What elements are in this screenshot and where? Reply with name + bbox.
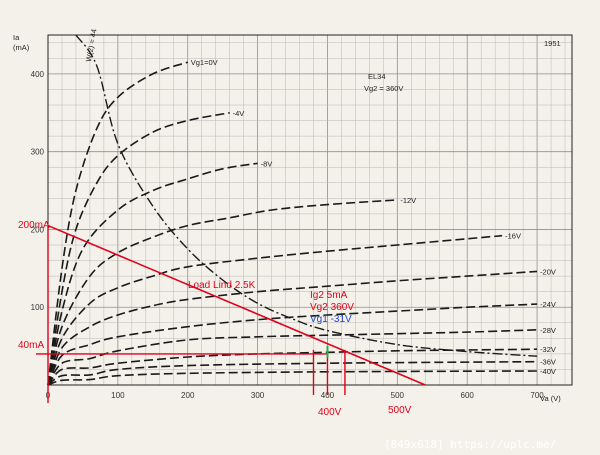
y-tick-label: 200 <box>31 225 45 234</box>
annotation-overlay <box>36 224 426 403</box>
x-tick-label: 700 <box>530 391 544 400</box>
annotation-vg2: Vg2 360V <box>310 302 354 313</box>
plate-curve <box>47 199 398 386</box>
annotation-vg1: Vg1 -31V <box>310 314 352 325</box>
curve-label: -4V <box>233 109 245 118</box>
y-tick-label: 100 <box>31 303 45 312</box>
x-tick-label: 100 <box>111 391 125 400</box>
x-tick-label: 300 <box>251 391 265 400</box>
plate-curve <box>47 348 538 386</box>
axes <box>47 34 573 386</box>
curve-label: -12V <box>400 196 416 205</box>
plate-curve <box>47 329 538 386</box>
annotation-400v: 400V <box>318 407 342 418</box>
curve-label: -36V <box>540 358 556 367</box>
footer-watermark: [849x618] https://uplc.me/ <box>384 438 556 451</box>
plot-border <box>47 34 573 386</box>
plate-curve <box>47 61 188 386</box>
curve-label: Vg1=0V <box>191 58 218 67</box>
plate-curve <box>47 303 538 386</box>
annotation-load-line: Load Lind 2.5K <box>188 280 256 291</box>
plate-curve <box>47 162 258 386</box>
plate-curve <box>47 270 538 386</box>
curve-label: -16V <box>505 232 521 241</box>
max-dissipation-curve <box>75 34 538 357</box>
chart-title: EL34 <box>368 72 386 81</box>
annotation-500v: 500V <box>388 405 412 416</box>
x-axis-label: Va (V) <box>540 394 561 403</box>
plate-curves <box>47 34 538 386</box>
y-tick-label: 400 <box>31 70 45 79</box>
x-tick-label: 400 <box>321 391 335 400</box>
chart-year: 1951 <box>544 39 561 48</box>
y-axis-label: Ia <box>13 33 20 42</box>
y-axis-unit: (mA) <box>13 43 30 52</box>
curve-label: -28V <box>540 326 556 335</box>
curve-label: -20V <box>540 267 556 276</box>
load-line <box>47 224 426 386</box>
x-tick-label: 500 <box>391 391 405 400</box>
x-tick-label: 600 <box>461 391 475 400</box>
y-tick-label: 300 <box>31 148 45 157</box>
curve-label: -32V <box>540 345 556 354</box>
curve-label: -8V <box>261 159 273 168</box>
curve-label: -24V <box>540 300 556 309</box>
curve-label: -40V <box>540 367 556 376</box>
plate-curve <box>47 360 538 386</box>
x-tick-label: 200 <box>181 391 195 400</box>
annotation-ig2: Ig2 5mA <box>310 290 348 301</box>
plate-curve <box>47 112 230 386</box>
chart-subtitle: Vg2 = 360V <box>364 84 403 93</box>
annotation-40ma: 40mA <box>18 340 44 351</box>
annotation-200ma: 200mA <box>18 220 50 231</box>
plate-curve <box>47 234 503 386</box>
plate-curve <box>47 370 538 386</box>
